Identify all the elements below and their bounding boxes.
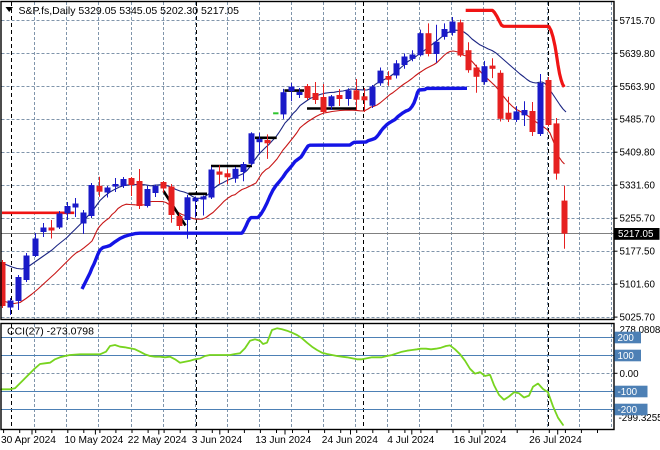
svg-text:5177.50: 5177.50: [620, 247, 656, 258]
svg-text:24 Jun 2024: 24 Jun 2024: [322, 435, 378, 446]
svg-text:30 Apr 2024: 30 Apr 2024: [1, 435, 56, 446]
svg-text:5409.80: 5409.80: [620, 148, 656, 159]
svg-text:5255.70: 5255.70: [620, 214, 656, 225]
svg-text:5101.60: 5101.60: [620, 280, 656, 291]
svg-text:CCI(27) -273.0798: CCI(27) -273.0798: [7, 326, 94, 338]
svg-text:10 May 2024: 10 May 2024: [64, 435, 123, 446]
svg-text:S&P.fs,Daily 5329.05 5345.05: S&P.fs,Daily 5329.05 5345.05 5202.30 521…: [19, 5, 240, 17]
svg-text:4 Jul 2024: 4 Jul 2024: [387, 435, 434, 446]
svg-text:-100: -100: [618, 387, 638, 398]
svg-text:200: 200: [618, 333, 635, 344]
svg-text:16 Jul 2024: 16 Jul 2024: [454, 435, 507, 446]
svg-text:-299.3255: -299.3255: [619, 413, 660, 424]
svg-text:0.00: 0.00: [620, 369, 640, 380]
svg-text:-200: -200: [618, 405, 638, 416]
svg-text:100: 100: [618, 351, 635, 362]
svg-text:5331.60: 5331.60: [620, 181, 656, 192]
svg-text:22 May 2024: 22 May 2024: [128, 435, 187, 446]
svg-text:5563.90: 5563.90: [620, 82, 656, 93]
svg-text:5715.70: 5715.70: [620, 16, 656, 27]
svg-text:26 Jul 2024: 26 Jul 2024: [529, 435, 582, 446]
svg-text:5025.70: 5025.70: [620, 313, 656, 324]
svg-text:5217.05: 5217.05: [618, 229, 654, 240]
svg-text:3 Jun 2024: 3 Jun 2024: [192, 435, 243, 446]
svg-text:5639.80: 5639.80: [620, 49, 656, 60]
svg-text:13 Jun 2024: 13 Jun 2024: [255, 435, 311, 446]
svg-text:278.0808: 278.0808: [620, 325, 660, 336]
svg-text:5485.70: 5485.70: [620, 115, 656, 126]
